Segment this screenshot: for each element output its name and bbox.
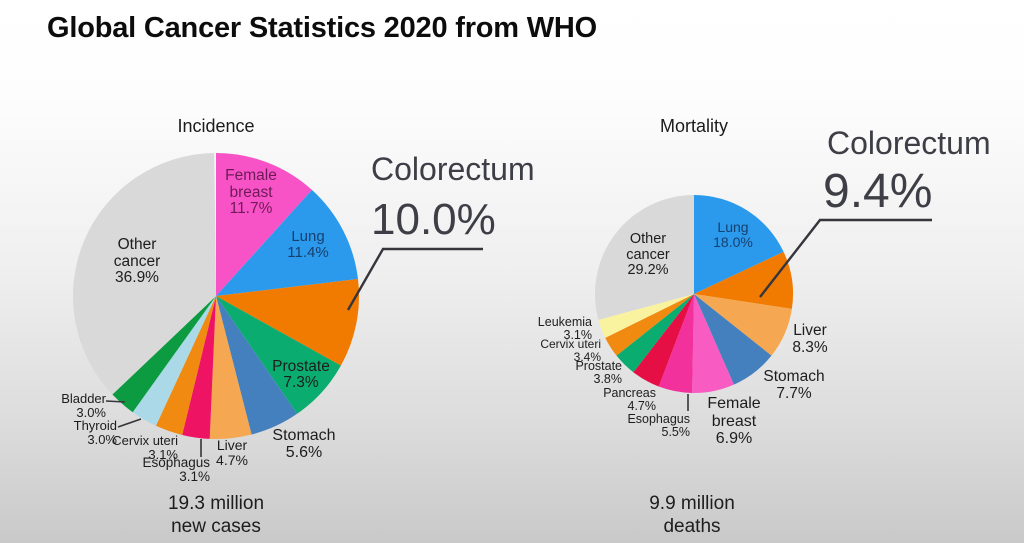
page-title: Global Cancer Statistics 2020 from WHO bbox=[47, 12, 598, 44]
incidence-leader-1 bbox=[117, 418, 142, 428]
incidence-label-liver: Liver 4.7% bbox=[216, 437, 248, 468]
incidence-leader-0 bbox=[105, 400, 126, 403]
incidence-callout-label: Colorectum bbox=[371, 151, 535, 187]
incidence-label-female-breast: Female breast 11.7% bbox=[225, 167, 277, 217]
incidence-slice-prostate bbox=[216, 296, 341, 414]
mortality-slice-other-cancer bbox=[595, 195, 694, 320]
incidence-label-stomach: Stomach 5.6% bbox=[272, 427, 336, 461]
mortality-callout-line bbox=[759, 218, 932, 298]
mortality-slice-cervix-uteri bbox=[605, 294, 694, 356]
incidence-slice-lung bbox=[216, 189, 358, 296]
mortality-slice-esophagus bbox=[658, 294, 694, 393]
incidence-slice-female-breast bbox=[216, 153, 312, 296]
incidence-slice-cervix-uteri bbox=[155, 296, 216, 435]
incidence-slice-esophagus bbox=[182, 296, 216, 439]
mortality-slice-colorectum bbox=[694, 251, 794, 309]
mortality-label-stomach: Stomach 7.7% bbox=[763, 368, 825, 402]
incidence-slice-colorectum bbox=[216, 278, 359, 366]
incidence-slice-liver bbox=[209, 296, 252, 439]
mortality-slice-stomach bbox=[694, 294, 772, 385]
incidence-slice-other-cancer bbox=[72, 153, 216, 395]
mortality-label-other-cancer: Other cancer 29.2% bbox=[626, 231, 670, 278]
incidence-label-bladder: Bladder 3.0% bbox=[61, 391, 106, 420]
mortality-slice-pancreas bbox=[633, 294, 694, 387]
incidence-callout-value: 10.0% bbox=[371, 195, 496, 244]
mortality-label-cervix-uteri: Cervix uteri 3.4% bbox=[540, 337, 601, 364]
mortality-callout-value: 9.4% bbox=[823, 165, 933, 218]
mortality-caption: 9.9 million deaths bbox=[649, 493, 735, 537]
mortality-slice-prostate bbox=[616, 294, 694, 373]
mortality-label-pancreas: Pancreas 4.7% bbox=[603, 386, 656, 413]
incidence-label-thyroid: Thyroid 3.0% bbox=[73, 418, 117, 447]
incidence-caption: 19.3 million new cases bbox=[167, 493, 265, 537]
mortality-label-female-breast: Female breast 6.9% bbox=[707, 395, 761, 447]
mortality-slice-lung bbox=[694, 195, 784, 294]
mortality-slice-liver bbox=[694, 294, 792, 356]
incidence-title: Incidence bbox=[177, 116, 255, 136]
incidence-slice-bladder bbox=[112, 296, 216, 413]
incidence-callout-line bbox=[346, 247, 483, 311]
mortality-label-lung: Lung 18.0% bbox=[713, 219, 753, 250]
incidence-label-esophagus: Esophagus 3.1% bbox=[142, 455, 210, 484]
mortality-slice-female-breast bbox=[692, 294, 734, 393]
incidence-label-cervix-uteri: Cervix uteri 3.1% bbox=[112, 433, 178, 462]
mortality-label-liver: Liver 8.3% bbox=[792, 322, 828, 356]
mortality-pie bbox=[595, 195, 794, 393]
incidence-label-other-cancer: Other cancer 36.9% bbox=[113, 236, 161, 286]
mortality-title: Mortality bbox=[659, 116, 728, 136]
incidence-label-lung: Lung 11.4% bbox=[287, 228, 329, 261]
incidence-slice-thyroid bbox=[132, 296, 216, 426]
incidence-slice-stomach bbox=[216, 296, 298, 435]
mortality-slice-leukemia bbox=[598, 294, 694, 338]
mortality-label-esophagus: Esophagus 5.5% bbox=[627, 412, 690, 439]
mortality-label-prostate: Prostate 3.8% bbox=[575, 359, 622, 386]
mortality-callout-label: Colorectum bbox=[827, 125, 991, 161]
incidence-pie bbox=[72, 153, 359, 439]
incidence-label-prostate: Prostate 7.3% bbox=[272, 358, 330, 391]
mortality-label-leukemia: Leukemia 3.1% bbox=[537, 315, 592, 342]
